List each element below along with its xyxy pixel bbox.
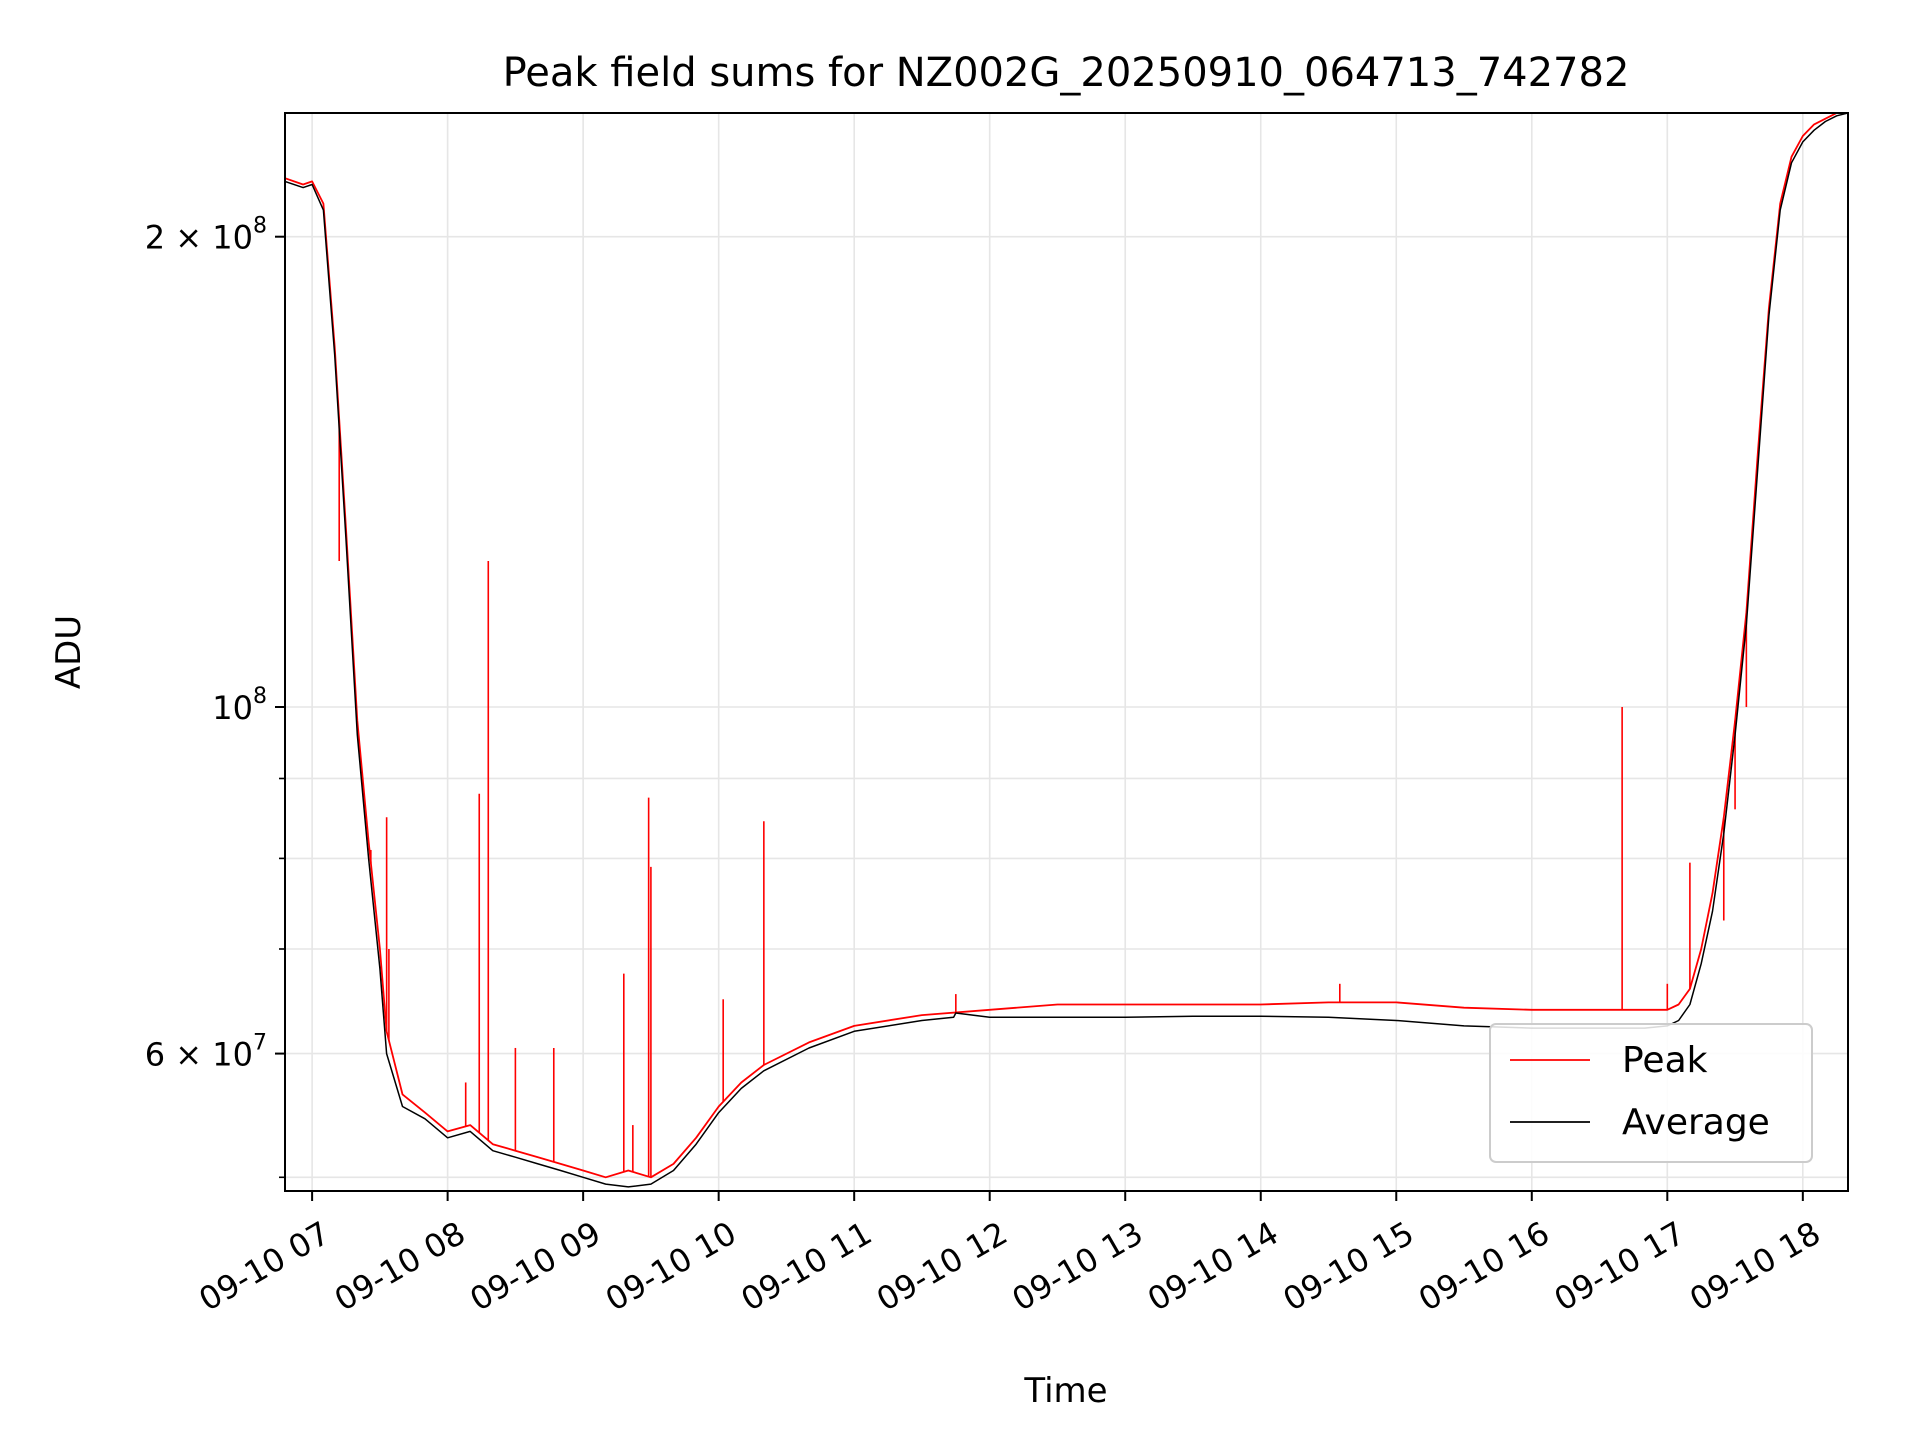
y-tick-label: 108	[212, 684, 267, 727]
legend-label-peak: Peak	[1622, 1040, 1708, 1081]
x-axis-label: Time	[1023, 1371, 1107, 1411]
legend: Peak Average	[1489, 1023, 1813, 1163]
series-line-average	[285, 113, 1848, 1188]
series-layer	[285, 113, 1848, 1188]
y-tick-label: 2 × 108	[145, 214, 267, 257]
plot-frame	[284, 112, 1849, 1192]
chart-title: Peak field sums for NZ002G_20250910_0647…	[503, 50, 1630, 96]
y-axis-label: ADU	[49, 615, 89, 689]
grid	[285, 113, 1848, 1191]
legend-label-average: Average	[1622, 1102, 1770, 1143]
y-tick-label: 6 × 107	[145, 1031, 267, 1074]
y-axis: 2 × 108 108 6 × 107	[145, 214, 285, 1179]
legend-box	[1489, 1023, 1813, 1163]
series-line-peak	[285, 113, 1841, 1179]
